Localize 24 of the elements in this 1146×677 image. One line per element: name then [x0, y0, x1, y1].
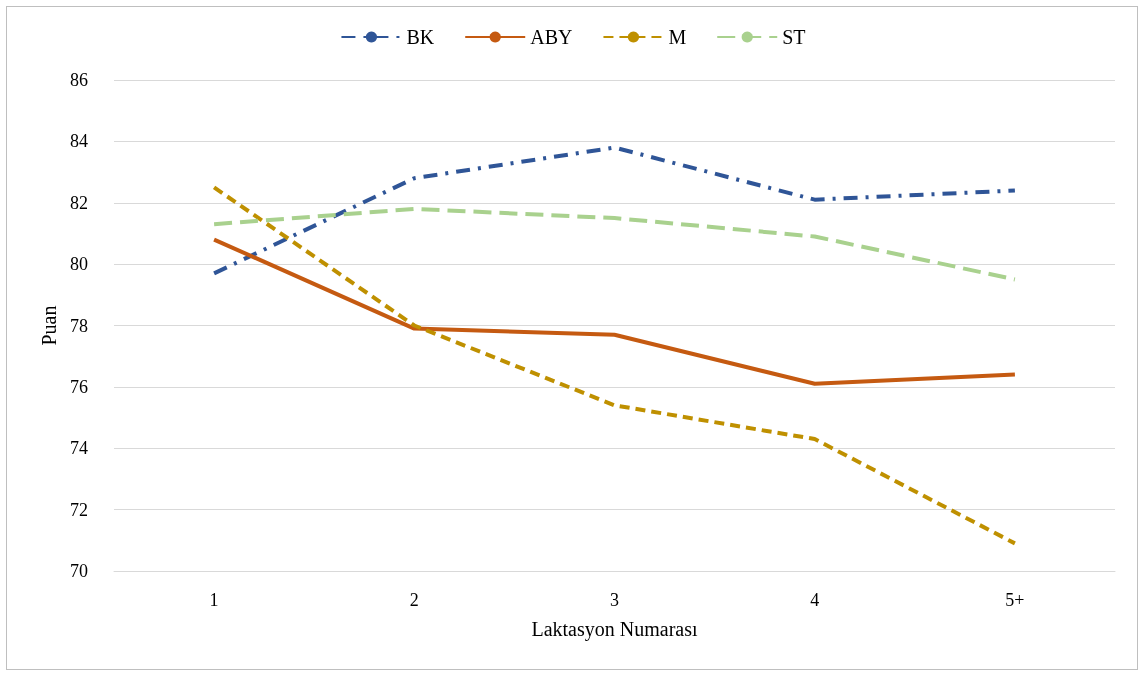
y-tick-label: 84 [70, 131, 88, 152]
x-axis-title: Laktasyon Numarası [531, 618, 698, 641]
y-axis-title: Puan [38, 305, 61, 346]
x-tick-label: 1 [209, 590, 219, 610]
y-tick-label: 72 [70, 499, 88, 520]
line-series [212, 206, 1017, 282]
line-series [212, 185, 1017, 546]
x-tick-label: 3 [610, 590, 619, 610]
legend-label: ST [782, 26, 806, 48]
y-tick-label: 70 [70, 561, 88, 581]
x-tick-label: 2 [409, 590, 419, 610]
y-tick-label: 80 [70, 254, 88, 275]
line-series [212, 237, 1017, 386]
y-tick-label: 76 [70, 376, 88, 397]
y-tick-label: 86 [70, 70, 88, 90]
x-tick-label: 5+ [1005, 590, 1025, 610]
legend-label: ABY [530, 26, 573, 48]
y-tick-label: 74 [70, 438, 88, 459]
y-tick-label: 82 [70, 192, 88, 213]
y-tick-label: 78 [70, 315, 88, 336]
x-tick-label: 4 [810, 590, 820, 610]
line-series [212, 145, 1017, 276]
legend-label: BK [406, 26, 435, 48]
legend-label: M [668, 26, 687, 48]
